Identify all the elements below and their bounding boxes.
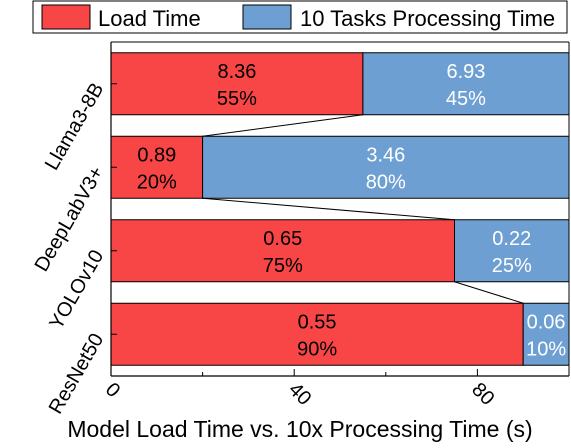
percent-label-load-1: 55%: [217, 88, 257, 110]
legend-label-2: 10 Tasks Processing Time: [300, 6, 555, 31]
bar-load-4: [110, 302, 524, 366]
percent-label-processing-4: 10%: [526, 338, 566, 360]
connector-line-1: [202, 114, 363, 137]
value-label-load-3: 0.65: [263, 228, 302, 250]
percent-label-load-3: 75%: [263, 255, 303, 277]
value-label-processing-2: 3.46: [366, 144, 405, 166]
legend-box: [32, 0, 568, 34]
bar-processing-3: [454, 219, 570, 283]
percent-label-load-2: 20%: [137, 171, 177, 193]
value-label-load-4: 0.55: [298, 311, 337, 333]
x-tick-label-1: 0: [101, 379, 124, 402]
value-label-processing-1: 6.93: [446, 61, 485, 83]
legend-swatch-2: [242, 4, 292, 30]
connector-line-3: [454, 281, 524, 304]
legend: Load Time 10 Tasks Processing Time: [32, 0, 568, 34]
bar-processing-2: [202, 135, 570, 199]
bar-load-1: [110, 52, 364, 116]
percent-label-processing-2: 80%: [366, 171, 406, 193]
bar-processing-4: [522, 302, 570, 366]
bars: 8.36 55% 6.93 45% 0.89 20% 3.46 80% 0.65 75% 0.22 2…: [110, 52, 570, 366]
value-label-processing-4: 0.06: [527, 311, 566, 333]
connector-line-2: [202, 197, 455, 221]
percent-label-load-4: 90%: [297, 338, 337, 360]
x-tick-label-3: 80: [467, 379, 498, 410]
x-tick-label-2: 40: [284, 379, 315, 410]
y-tick-label-4: ResNet50: [45, 330, 109, 418]
x-axis-title: Model Load Time vs. 10x Processing Time …: [67, 416, 532, 442]
value-label-load-2: 0.89: [137, 144, 176, 166]
legend-label-1: Load Time: [98, 6, 201, 31]
bar-load-3: [110, 219, 455, 283]
value-label-load-1: 8.36: [217, 61, 256, 83]
percent-label-processing-3: 25%: [492, 255, 532, 277]
value-label-processing-3: 0.22: [492, 228, 531, 250]
percent-label-processing-1: 45%: [446, 88, 486, 110]
legend-swatch-1: [41, 4, 91, 30]
bar-processing-1: [362, 52, 570, 116]
y-tick-label-1: Llama3-8B: [41, 79, 108, 174]
bar-load-2: [110, 135, 204, 199]
